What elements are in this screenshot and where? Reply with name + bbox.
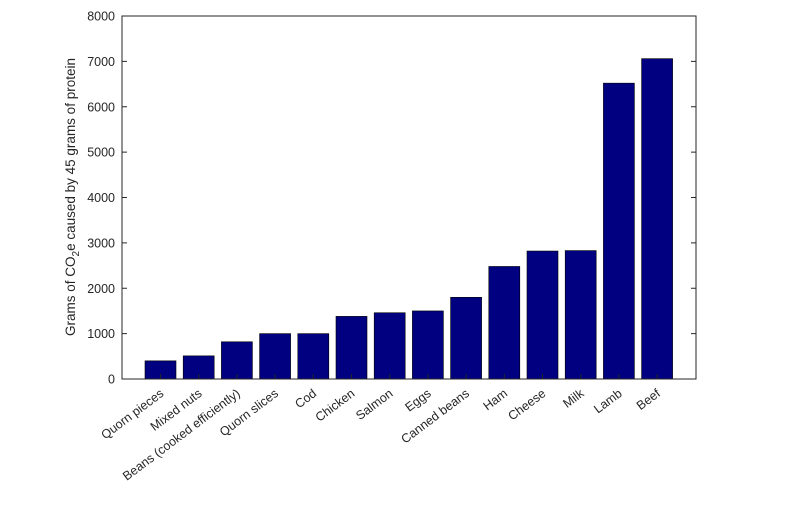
- y-tick-label: 0: [108, 373, 115, 387]
- bar: [259, 333, 291, 380]
- y-tick-label: 1000: [87, 327, 115, 341]
- bar: [373, 312, 406, 380]
- y-tick-label: 2000: [87, 282, 115, 296]
- x-tick-label: Lamb: [591, 386, 624, 416]
- x-tick-label: Cheese: [505, 386, 548, 423]
- y-axis-title-subscript: 2: [71, 250, 82, 256]
- x-tick-label: Eggs: [403, 386, 434, 414]
- bar: [412, 310, 444, 380]
- x-tick-label: Cod: [292, 386, 319, 411]
- bar: [450, 297, 482, 380]
- bar: [526, 250, 559, 380]
- y-axis-title-suffix: e caused by 45 grams of protein: [63, 58, 78, 251]
- bar: [488, 266, 521, 380]
- bar: [335, 316, 368, 380]
- bar: [603, 82, 635, 380]
- y-tick-label: 4000: [87, 191, 115, 205]
- x-tick-label: Ham: [481, 386, 511, 413]
- bar: [641, 58, 673, 380]
- bar: [564, 250, 597, 380]
- y-tick-label: 3000: [87, 236, 115, 250]
- y-axis-title: Grams of CO2e caused by 45 grams of prot…: [63, 58, 82, 336]
- bar: [221, 341, 253, 380]
- y-tick-label: 8000: [87, 10, 115, 24]
- x-tick-label: Milk: [560, 386, 587, 411]
- y-axis: 0 1000 2000 3000 4000 5000 6000 7000 8000: [87, 10, 696, 387]
- bars-layer: [144, 58, 673, 380]
- y-axis-title-prefix: Grams of CO: [63, 256, 78, 336]
- bar: [297, 333, 330, 380]
- x-tick-label: Beef: [634, 386, 663, 413]
- y-tick-label: 5000: [87, 146, 115, 160]
- x-tick-label: Canned beans: [399, 386, 472, 446]
- x-tick-label: Salmon: [353, 386, 395, 423]
- x-tick-label: Chicken: [313, 386, 358, 424]
- y-tick-label: 6000: [87, 100, 115, 114]
- y-tick-label: 7000: [87, 55, 115, 69]
